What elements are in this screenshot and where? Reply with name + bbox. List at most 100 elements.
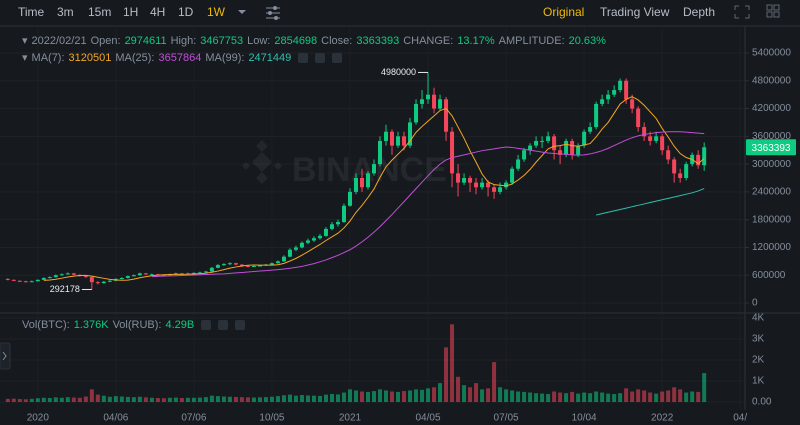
volume-tick-label: 3K <box>752 334 765 345</box>
volume-tick-label: 1K <box>752 376 765 387</box>
volume-bar <box>612 394 617 402</box>
interval-button[interactable]: 15m <box>88 5 111 19</box>
volume-bar <box>221 396 226 402</box>
candle-body <box>101 281 106 284</box>
candle-body <box>672 159 677 174</box>
hide-button[interactable] <box>315 52 326 63</box>
view-button[interactable]: Trading View <box>600 5 670 19</box>
volume-bar <box>462 385 467 402</box>
legend-value: 13.17% <box>457 34 495 47</box>
y-tick-label: 2400000 <box>752 187 791 198</box>
candle-body <box>245 265 250 267</box>
candle-body <box>510 168 515 183</box>
legend-value: 3657864 <box>158 51 202 64</box>
candle-body <box>570 140 575 155</box>
candle-body <box>29 281 34 283</box>
volume-bar <box>197 397 202 402</box>
volume-bar <box>534 393 539 402</box>
volume-bar <box>444 347 449 402</box>
volume-bar <box>167 397 172 402</box>
volume-bar <box>420 389 425 402</box>
last-price-badge <box>746 139 796 156</box>
moving-average-line <box>43 96 705 281</box>
settings-button[interactable] <box>201 320 212 330</box>
panel-toggle[interactable] <box>0 342 11 370</box>
close-button[interactable] <box>235 320 246 330</box>
interval-button[interactable]: 3m <box>57 5 74 19</box>
y-tick-label: 4200000 <box>752 103 791 114</box>
collapse-arrow[interactable]: ▾ <box>22 52 28 64</box>
candle-body <box>311 238 316 241</box>
candle-body <box>275 261 280 264</box>
volume-bar <box>239 397 244 402</box>
candle-body <box>65 273 70 275</box>
y-tick-label: 4800000 <box>752 75 791 86</box>
interval-button[interactable]: 1D <box>178 5 194 19</box>
volume-bar <box>83 396 88 402</box>
volume-bar <box>546 394 551 402</box>
settings-icon[interactable] <box>266 6 280 20</box>
candle-body <box>143 273 148 275</box>
layout-icon[interactable] <box>766 4 780 18</box>
close-button[interactable] <box>332 52 343 63</box>
candle-body <box>71 273 76 275</box>
candle-body <box>408 122 413 146</box>
volume-bar <box>480 389 485 402</box>
interval-button[interactable]: 1W <box>207 5 226 19</box>
candle-body <box>426 94 431 100</box>
settings-button[interactable] <box>298 52 309 63</box>
candle-body <box>191 272 196 274</box>
interval-button[interactable]: 4H <box>150 5 165 19</box>
candle-body <box>480 182 485 188</box>
volume-bar <box>125 396 130 402</box>
candle-body <box>233 263 238 265</box>
candle-body <box>612 90 617 95</box>
candle-body <box>390 131 395 146</box>
fullscreen-icon[interactable] <box>734 5 750 19</box>
legend-value: 4.29B <box>165 319 195 331</box>
volume-bar <box>660 391 665 402</box>
ohlc-legend: ▾ 2022/02/21 Open: 2974611 High: 3467753 L… <box>22 34 606 48</box>
candle-body <box>432 94 437 109</box>
view-button[interactable]: Depth <box>683 5 715 19</box>
candle-body <box>438 99 443 109</box>
volume-bar <box>630 391 635 402</box>
interval-button[interactable]: Time <box>18 5 45 19</box>
volume-bar <box>353 390 358 402</box>
candle-body <box>378 140 383 165</box>
volume-bar <box>486 388 491 402</box>
x-tick-label: 07/06 <box>181 413 206 424</box>
candle-body <box>89 277 94 283</box>
volume-bar <box>245 397 250 402</box>
moving-average-line <box>151 131 705 278</box>
view-button[interactable]: Original <box>543 5 584 19</box>
x-tick-label: 2020 <box>27 413 50 424</box>
volume-bar <box>89 389 94 402</box>
volume-bar <box>293 395 298 402</box>
volume-bar <box>552 391 557 402</box>
marks: Time 3m 15m 1H 4H 1D 1W Original Trading View Dep… <box>5 5 796 424</box>
volume-bar <box>504 389 509 402</box>
volume-bar <box>131 397 136 402</box>
y-tick-label: 1200000 <box>752 242 791 253</box>
interval-button[interactable]: 1H <box>123 5 138 19</box>
candle-body <box>41 278 46 280</box>
candle-body <box>305 240 310 243</box>
candle-body <box>95 282 100 284</box>
hide-button[interactable] <box>218 320 229 330</box>
volume-bar <box>624 388 629 402</box>
interval-dropdown[interactable] <box>238 10 246 14</box>
collapse-arrow[interactable]: ▾ <box>22 35 28 47</box>
volume-bar <box>654 393 659 402</box>
volume-bar <box>41 397 46 402</box>
candle-body <box>486 182 491 188</box>
volume-bar <box>101 395 106 402</box>
candle-body <box>359 178 364 188</box>
volume-bar <box>390 391 395 402</box>
volume-legend: Vol(BTC): 1.376K Vol(RUB): 4.29B <box>22 319 246 331</box>
volume-bar <box>209 395 214 402</box>
legend-value: 1.376K <box>73 319 109 331</box>
candle-body <box>203 271 208 273</box>
